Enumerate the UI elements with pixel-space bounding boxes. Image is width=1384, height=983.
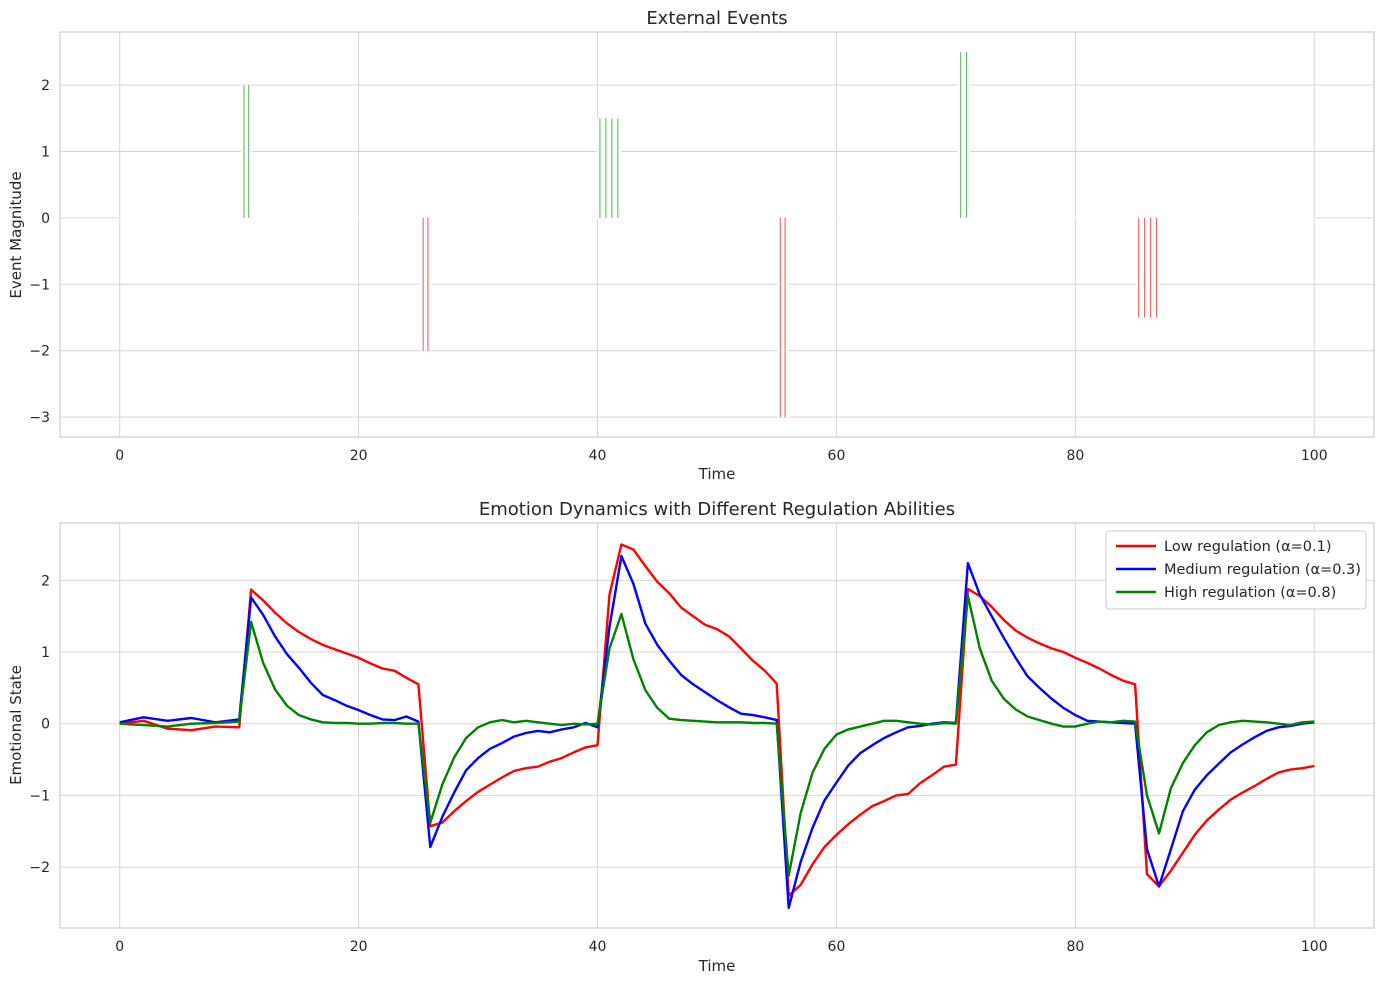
y-axis-label: Emotional State xyxy=(7,665,25,785)
legend-box xyxy=(1105,530,1367,610)
y-tick-label: −2 xyxy=(29,344,50,360)
legend: Low regulation (α=0.1) Medium regulation… xyxy=(1105,530,1367,610)
tick-labels: 0 20 40 60 80 100 2 1 0 −1 −2 xyxy=(29,573,1327,955)
x-axis-label: Time xyxy=(698,957,736,975)
x-tick-label: 80 xyxy=(1066,939,1084,955)
chart-title-external-events: External Events xyxy=(646,8,787,29)
legend-label-medium: Medium regulation (α=0.3) xyxy=(1164,562,1361,578)
y-tick-label: 1 xyxy=(41,145,50,161)
x-tick-label: 40 xyxy=(589,448,607,464)
x-tick-label: 60 xyxy=(828,448,846,464)
x-tick-label: 80 xyxy=(1066,448,1084,464)
x-tick-label: 20 xyxy=(350,448,368,464)
y-tick-label: 0 xyxy=(41,717,50,733)
y-axis-label: Event Magnitude xyxy=(7,171,25,298)
x-axis-label: Time xyxy=(698,465,736,483)
x-tick-label: 60 xyxy=(828,939,846,955)
chart-title-emotion-dynamics: Emotion Dynamics with Different Regulati… xyxy=(479,499,955,520)
legend-label-high: High regulation (α=0.8) xyxy=(1164,585,1336,601)
x-tick-label: 100 xyxy=(1301,939,1328,955)
event-bars xyxy=(119,51,1315,418)
external-events-panel: External Events 0 20 40 60 80 100 2 1 0 −1 −2 −3 Ti… xyxy=(7,8,1375,483)
y-tick-label: 0 xyxy=(41,211,50,227)
emotion-dynamics-panel: Emotion Dynamics with Different Regulati… xyxy=(7,499,1375,975)
x-tick-label: 100 xyxy=(1301,448,1328,464)
x-tick-label: 0 xyxy=(115,939,124,955)
y-tick-label: −2 xyxy=(29,860,50,876)
series-line-high-regulation xyxy=(119,594,1315,877)
grid-lines xyxy=(60,32,1374,437)
y-tick-label: −1 xyxy=(29,788,50,804)
y-tick-label: 2 xyxy=(41,573,50,589)
legend-label-low: Low regulation (α=0.1) xyxy=(1164,539,1332,555)
x-tick-label: 20 xyxy=(350,939,368,955)
tick-labels: 0 20 40 60 80 100 2 1 0 −1 −2 −3 xyxy=(29,78,1327,464)
series-line-medium-regulation xyxy=(119,554,1315,910)
plot-frame xyxy=(59,522,1375,929)
y-tick-label: 2 xyxy=(41,78,50,94)
x-tick-label: 40 xyxy=(589,939,607,955)
y-tick-label: 1 xyxy=(41,645,50,661)
series-lines xyxy=(119,543,1315,910)
y-tick-label: −3 xyxy=(29,410,50,426)
x-tick-label: 0 xyxy=(115,448,124,464)
series-line-low-regulation xyxy=(119,543,1315,897)
plot-frame xyxy=(59,31,1375,438)
y-tick-label: −1 xyxy=(29,277,50,293)
